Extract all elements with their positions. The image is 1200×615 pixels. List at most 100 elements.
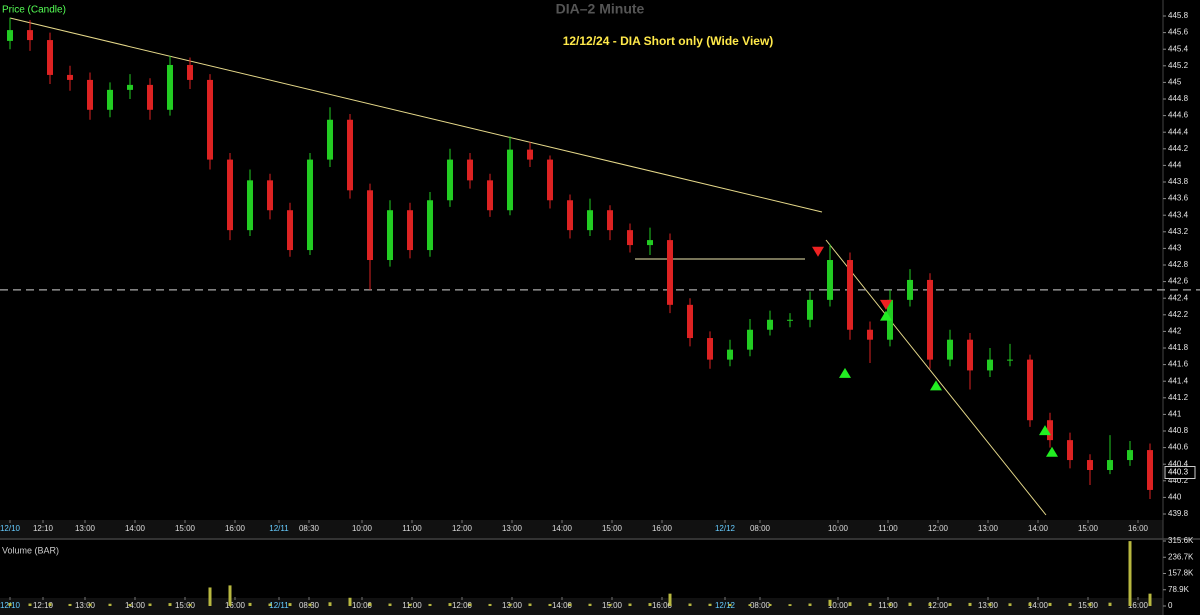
candle-body [1127, 450, 1133, 461]
volume-bar [808, 603, 812, 606]
candle-body [607, 210, 613, 231]
candle-body [947, 339, 953, 360]
y-tick-label: 442.8 [1168, 260, 1189, 269]
x-tick-label: 11:00 [402, 601, 422, 610]
candle-body [167, 64, 173, 110]
x-tick-label: 12:10 [33, 601, 54, 610]
volume-bar [188, 603, 192, 606]
volume-bar [248, 602, 252, 606]
volume-bar [888, 603, 892, 606]
volume-tick-label: 315.6K [1168, 536, 1194, 545]
y-tick-label: 443.8 [1168, 177, 1189, 186]
candle-body [507, 149, 513, 211]
volume-bar [48, 603, 52, 606]
y-tick-label: 440.8 [1168, 426, 1189, 435]
x-tick-label: 12/11 [269, 524, 289, 533]
candle-body [7, 30, 13, 41]
y-tick-label: 443.4 [1168, 210, 1189, 219]
y-tick-label: 445.2 [1168, 61, 1189, 70]
volume-bar [1008, 603, 1012, 606]
candle-body [207, 79, 213, 160]
volume-label: Volume (BAR) [2, 545, 59, 555]
x-tick-label: 14:00 [552, 524, 573, 533]
candle-body [327, 119, 333, 160]
candle-body [267, 180, 273, 211]
volume-bar [928, 602, 932, 606]
candle-body [27, 30, 33, 41]
candle-body [787, 319, 793, 321]
candle-body [247, 180, 253, 231]
volume-bar [548, 603, 552, 606]
y-tick-label: 445.6 [1168, 28, 1189, 37]
volume-bar [948, 603, 952, 606]
candle-body [427, 200, 433, 251]
candle-body [87, 79, 93, 110]
x-tick-label: 16:00 [225, 524, 246, 533]
x-tick-label: 15:00 [175, 524, 196, 533]
candle-body [347, 119, 353, 191]
volume-bar [788, 604, 792, 606]
x-tick-label: 14:00 [125, 601, 146, 610]
volume-bar [728, 603, 732, 606]
candle-body [707, 338, 713, 360]
candle-body [807, 299, 813, 320]
volume-bar [748, 604, 752, 606]
candle-body [867, 329, 873, 340]
volume-bar [1048, 602, 1052, 606]
x-tick-label: 12/10 [0, 524, 21, 533]
volume-bar [828, 599, 832, 606]
x-tick-label: 14:00 [125, 524, 146, 533]
volume-bar [588, 603, 592, 606]
y-tick-label: 441.6 [1168, 360, 1189, 369]
volume-bar [228, 585, 232, 606]
candle-body [1107, 460, 1113, 471]
candle-body [587, 210, 593, 231]
volume-bar [848, 602, 852, 606]
candle-body [147, 84, 153, 110]
y-tick-label: 444.8 [1168, 94, 1189, 103]
x-tick-label: 12:00 [452, 524, 473, 533]
candle-body [1027, 359, 1033, 421]
y-tick-label: 442 [1168, 327, 1182, 336]
y-tick-label: 441.2 [1168, 393, 1189, 402]
y-tick-label: 443.2 [1168, 227, 1189, 236]
volume-bar [648, 603, 652, 606]
x-tick-label: 16:00 [1128, 601, 1149, 610]
candle-body [467, 159, 473, 181]
x-tick-label: 12:10 [33, 524, 54, 533]
volume-bar [988, 603, 992, 606]
y-tick-label: 439.8 [1168, 509, 1189, 518]
volume-bar [348, 597, 352, 606]
x-tick-label: 13:00 [75, 601, 96, 610]
volume-bar [388, 603, 392, 606]
y-tick-label: 441 [1168, 410, 1182, 419]
volume-bar [28, 603, 32, 606]
candle-body [827, 260, 833, 300]
chart-title: DIA–2 Minute [556, 1, 645, 17]
candle-body [287, 210, 293, 251]
volume-tick-label: 78.9K [1168, 585, 1190, 594]
candle-body [727, 349, 733, 360]
x-tick-label: 11:00 [878, 601, 898, 610]
y-tick-label: 441.4 [1168, 376, 1189, 385]
volume-bar [508, 603, 512, 606]
volume-bar [1028, 602, 1032, 606]
volume-bar [768, 603, 772, 606]
y-tick-label: 444 [1168, 161, 1182, 170]
buy-signal [880, 310, 892, 321]
volume-bar [708, 603, 712, 606]
volume-bar [288, 603, 292, 606]
volume-bar [308, 603, 312, 606]
x-tick-label: 13:00 [75, 524, 96, 533]
candle-body [847, 260, 853, 330]
x-tick-label: 16:00 [225, 601, 246, 610]
candle-body [127, 84, 133, 90]
x-tick-label: 13:00 [978, 524, 999, 533]
x-tick-label: 16:00 [1128, 524, 1149, 533]
x-tick-label: 13:00 [502, 524, 523, 533]
x-tick-label: 15:00 [1078, 524, 1099, 533]
y-tick-label: 440.2 [1168, 476, 1189, 485]
volume-bar [328, 602, 332, 606]
volume-bar [408, 603, 412, 606]
